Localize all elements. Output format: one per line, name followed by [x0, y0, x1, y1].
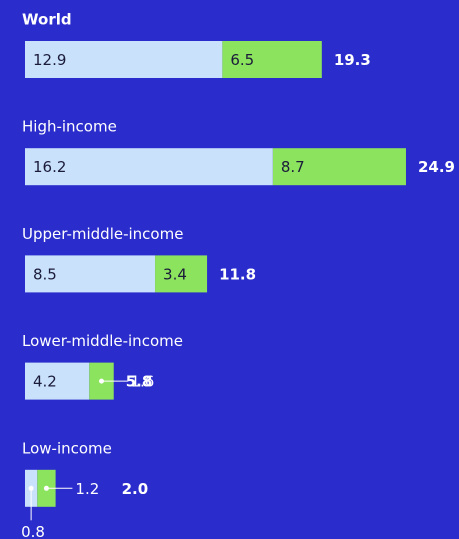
- bar-segment: [25, 255, 156, 293]
- total-label: 2.0: [122, 480, 149, 498]
- segment-label: 1.6: [131, 373, 155, 391]
- segment-label: 12.9: [33, 51, 66, 69]
- bar-segment: [25, 41, 223, 78]
- segment-label: 0.8: [21, 523, 45, 539]
- segment-label: 8.5: [33, 265, 57, 283]
- segment-label: 4.2: [33, 373, 57, 391]
- segment-label: 1.2: [75, 480, 99, 498]
- category-label: World: [22, 11, 72, 29]
- bar-segment: [155, 255, 208, 293]
- total-label: 11.8: [219, 265, 256, 283]
- segment-label: 16.2: [33, 158, 66, 176]
- total-label: 19.3: [334, 51, 371, 69]
- segment-label: 3.4: [163, 265, 187, 283]
- bar-segment: [25, 362, 90, 400]
- total-label: 5.8: [126, 373, 153, 391]
- segment-label: 8.7: [281, 158, 305, 176]
- category-label: Low-income: [22, 439, 112, 457]
- segment-label: 6.5: [230, 51, 254, 69]
- category-label: High-income: [22, 118, 117, 136]
- bar-segment: [222, 41, 322, 78]
- bar-segment: [25, 148, 273, 186]
- total-label: 24.9: [418, 158, 455, 176]
- bar-segment: [272, 148, 406, 186]
- category-label: Upper-middle-income: [22, 225, 183, 243]
- category-label: Lower-middle-income: [22, 332, 183, 350]
